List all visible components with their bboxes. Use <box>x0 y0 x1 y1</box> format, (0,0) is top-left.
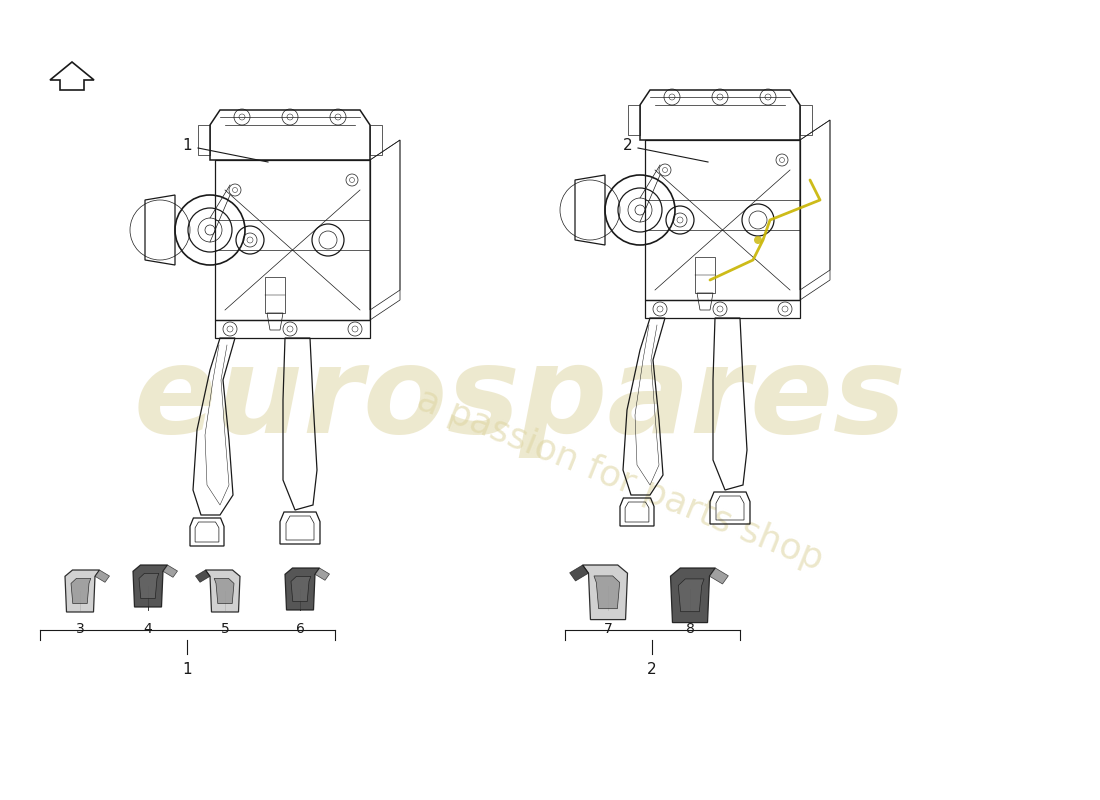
Polygon shape <box>285 568 319 610</box>
Polygon shape <box>292 576 311 602</box>
Polygon shape <box>679 579 704 612</box>
Polygon shape <box>163 565 177 578</box>
Polygon shape <box>214 578 234 603</box>
Text: 2: 2 <box>623 138 632 153</box>
Polygon shape <box>196 570 210 582</box>
Text: 3: 3 <box>76 622 85 636</box>
Text: 4: 4 <box>144 622 153 636</box>
Text: 7: 7 <box>604 622 613 636</box>
Polygon shape <box>139 574 158 598</box>
Text: 2: 2 <box>647 662 657 677</box>
Circle shape <box>754 236 762 244</box>
Bar <box>265 277 285 313</box>
Text: 6: 6 <box>296 622 305 636</box>
Text: 8: 8 <box>685 622 694 636</box>
Text: eurospares: eurospares <box>133 342 906 458</box>
Polygon shape <box>710 568 728 584</box>
Bar <box>695 257 715 293</box>
Text: 1: 1 <box>183 662 191 677</box>
Polygon shape <box>65 570 99 612</box>
Polygon shape <box>206 570 240 612</box>
Text: 5: 5 <box>221 622 230 636</box>
Polygon shape <box>594 576 619 609</box>
Text: a passion for parts shop: a passion for parts shop <box>412 382 828 578</box>
Polygon shape <box>133 565 167 607</box>
Polygon shape <box>72 578 91 603</box>
Polygon shape <box>315 568 330 580</box>
Polygon shape <box>95 570 110 582</box>
Polygon shape <box>671 568 715 622</box>
Text: 1: 1 <box>183 138 192 153</box>
Polygon shape <box>583 565 627 619</box>
Polygon shape <box>570 565 589 581</box>
